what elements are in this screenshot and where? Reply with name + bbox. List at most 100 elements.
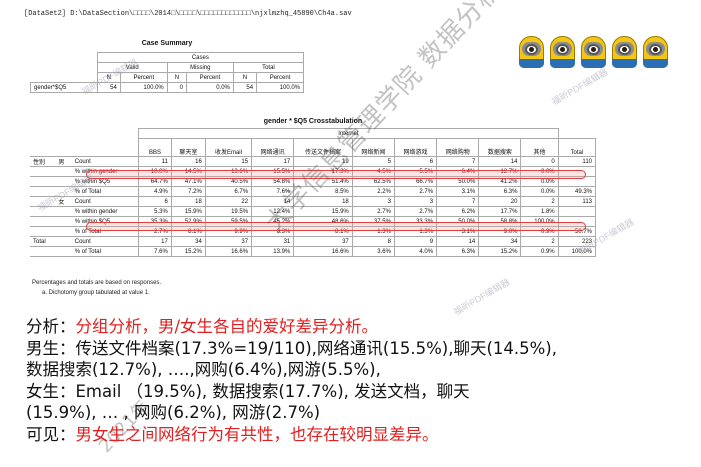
column-header: 收发Email	[204, 138, 253, 157]
cell-value: 113	[557, 196, 597, 207]
crosstab-title: gender * $Q5 Crosstabulation	[263, 118, 363, 125]
cell-value: 2.7%	[393, 206, 438, 217]
cell-value: 14	[436, 236, 480, 247]
total-label	[30, 246, 56, 257]
minion-icon	[609, 34, 640, 70]
cell-value: 2.2%	[351, 186, 395, 197]
cell-value: 6	[138, 196, 172, 207]
cell-value: 100.0%	[119, 82, 168, 93]
cell-value: 2.7%	[393, 186, 438, 197]
cell-value: 100.0%	[557, 246, 597, 257]
column-header: 网络通讯	[251, 138, 295, 157]
analysis-block: 分析：分组分析，男/女生各自的爱好差异分析。 男生：传送文件档案(17.3%=1…	[26, 316, 686, 445]
cell-value: 3	[393, 196, 438, 207]
footnote-1: Percentages and totals are based on resp…	[32, 280, 162, 286]
cell-value: 17	[138, 236, 172, 247]
case-summary-title: Case Summary	[141, 40, 193, 47]
cell-value: 1.8%	[520, 206, 559, 217]
subheader: N	[166, 72, 187, 83]
cell-value: 8	[351, 236, 395, 247]
cell-value: 15.2%	[478, 246, 522, 257]
row-group-label	[30, 166, 56, 177]
total-label: Total	[30, 236, 56, 247]
analysis-line-2: 男生：传送文件档案(17.3%=19/110),网络通讯(15.5%),聊天(1…	[26, 338, 557, 358]
cell-value: 0.9%	[520, 246, 559, 257]
cell-value: 6.3%	[478, 186, 522, 197]
cell-value: 110	[557, 156, 597, 167]
table-row: Total Count 17 34 37 31 37 8 9 14 34 2 223	[30, 236, 597, 247]
row-group-label	[30, 226, 56, 237]
crosstab-table: Internet BBS 聊天室 收发Email 网络通讯 传送文件档案 网络新闻 网络游戏…	[30, 128, 597, 257]
corner-cell	[558, 129, 595, 139]
missing-header: Missing	[166, 62, 234, 73]
cell-value: 16.6%	[293, 246, 353, 257]
analysis-label: 分析：	[26, 317, 76, 336]
cell-value: 0	[520, 156, 559, 167]
column-header: 聊天室	[170, 138, 206, 157]
subheader: N	[232, 72, 258, 83]
measure-label: Count	[71, 196, 139, 207]
cell-value: 5.3%	[138, 206, 172, 217]
conclusion-label: 可见：	[26, 424, 76, 444]
cell-value	[557, 206, 597, 217]
case-summary-table: Cases Valid Missing Total N Percent N Pe…	[30, 52, 305, 93]
table-row: % within gender 5.3% 15.9% 19.5% 12.4% 15.9% 2…	[30, 206, 597, 217]
minion-icon	[578, 34, 609, 70]
cell-value: 3.1%	[436, 186, 480, 197]
cell-value: 49.3%	[557, 186, 597, 197]
minion-decoration	[516, 34, 671, 70]
measure-label: % of Total	[71, 246, 139, 257]
gender-label: 男	[55, 156, 72, 167]
cell-value: 15	[204, 156, 253, 167]
cell-value: 16	[170, 156, 206, 167]
measure-label: Count	[71, 236, 139, 247]
dataset-path: [DataSet2] D:\DataSection\□□□□\2014□\□□□…	[24, 10, 352, 18]
corner-cell	[31, 63, 98, 73]
cell-value: 17	[251, 156, 295, 167]
minion-icon	[547, 34, 578, 70]
highlight-male-row	[86, 170, 586, 179]
cell-value: 22	[204, 196, 253, 207]
table-row: % within gender 10.0% 14.5% 13.6% 15.5% 17.3%…	[30, 166, 597, 177]
column-header: 网络购物	[436, 138, 480, 157]
subheader: Percent	[185, 72, 234, 83]
cell-value: 2.7%	[351, 206, 395, 217]
cell-value: 7	[436, 156, 480, 167]
analysis-line-5: (15.9%), … , 网购(6.2%), 网游(2.7%)	[26, 403, 321, 422]
corner-cell	[30, 139, 139, 157]
cell-value: 100.0%	[256, 82, 304, 93]
cell-value: 31	[251, 236, 295, 247]
cell-value: 15.9%	[170, 206, 206, 217]
gender-label	[55, 206, 72, 217]
highlight-female-row	[86, 222, 586, 231]
corner-cell	[31, 53, 98, 63]
cell-value: 18	[170, 196, 206, 207]
cell-value: 0.0%	[520, 186, 559, 197]
measure-label: Count	[71, 156, 139, 167]
cell-value: 11	[138, 156, 172, 167]
cell-value: 2	[520, 236, 559, 247]
cell-value: 6.3%	[436, 246, 480, 257]
cell-value: 0.0%	[185, 82, 234, 93]
total-header: Total	[232, 62, 305, 73]
cell-value: 13.9%	[251, 246, 295, 257]
cell-value: 6.2%	[436, 206, 480, 217]
cell-value: 2	[520, 196, 559, 207]
subheader: Percent	[119, 72, 168, 83]
analysis-line-4: 女生：Email （19.5%), 数据搜索(17.7%), 发送文档，聊天	[26, 381, 470, 401]
cell-value: 19.5%	[204, 206, 253, 217]
cell-value: 4.0%	[393, 246, 438, 257]
corner-cell	[30, 129, 139, 139]
gender-label	[55, 226, 72, 237]
table-row: % of Total 7.6% 15.2% 16.6% 13.9% 16.6% 3.6% 4.…	[30, 246, 597, 257]
cell-value: 34	[478, 236, 522, 247]
cell-value: 17.7%	[478, 206, 522, 217]
table-row: % of Total 2.7% 8.1% 9.9% 6.3% 8.1% 1.3% 1.3% 3.…	[30, 226, 597, 237]
column-header: BBS	[138, 138, 172, 157]
minion-icon	[516, 34, 547, 70]
conclusion-red-text: 男女生之间网络行为有共性，也存在较明显差异。	[75, 424, 439, 444]
cell-value: 16.6%	[204, 246, 253, 257]
gender-label	[55, 246, 72, 257]
column-header: 其他	[520, 138, 559, 157]
cell-value: 6	[393, 156, 438, 167]
